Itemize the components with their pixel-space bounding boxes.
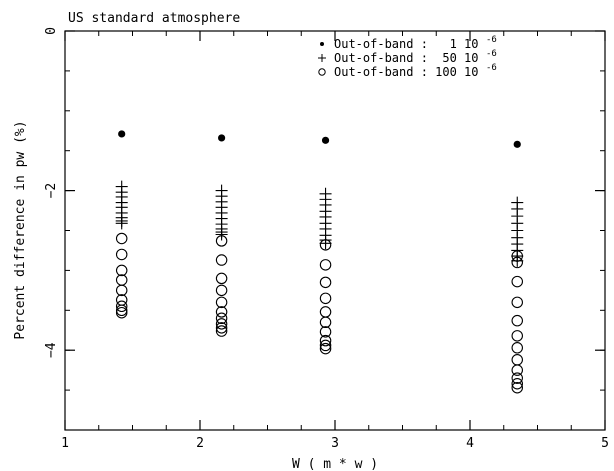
x-tick-label: 2 xyxy=(196,436,204,451)
data-point-circle xyxy=(115,300,128,313)
data-point-circle xyxy=(215,312,228,325)
data-point-circle xyxy=(319,239,332,251)
x-tick-label: 1 xyxy=(61,436,69,451)
data-point-circle xyxy=(215,325,228,337)
major-ticks xyxy=(64,30,606,430)
tick-labels: 1 2 3 4 5 0 −2 −4 xyxy=(44,27,609,451)
x-tick-label: 5 xyxy=(601,436,609,451)
data-point-circle xyxy=(319,334,332,347)
y-tick-label: −4 xyxy=(44,342,59,358)
legend: Out-of-band : 1 10 -6 Out-of-band : 50 10-… xyxy=(318,35,497,79)
data-point-dot xyxy=(513,140,521,148)
legend-plus-icon xyxy=(318,54,326,62)
data-point-circle xyxy=(115,274,128,286)
data-point-circle xyxy=(115,248,128,261)
legend-entry-exponent: -6 xyxy=(486,35,497,45)
y-tick-label: 0 xyxy=(44,27,59,35)
data-marks xyxy=(115,130,524,394)
data-point-circle xyxy=(511,314,523,327)
legend-entry-label: Out-of-band : 100 10 xyxy=(334,65,479,79)
data-point-plus xyxy=(215,228,228,241)
legend-entry-label: Out-of-band : 50 10 xyxy=(334,51,479,65)
data-point-circle xyxy=(511,296,523,309)
data-point-circle xyxy=(511,256,523,269)
data-point-circle xyxy=(511,377,523,390)
series-circle xyxy=(115,232,523,394)
data-point-circle xyxy=(215,284,228,297)
data-point-circle xyxy=(115,284,128,297)
data-point-circle xyxy=(215,296,228,309)
data-point-dot xyxy=(321,136,330,144)
data-point-circle xyxy=(115,306,128,319)
data-point-plus xyxy=(115,217,128,230)
data-point-circle xyxy=(215,318,228,330)
data-point-circle xyxy=(511,381,523,394)
data-point-dot xyxy=(218,134,226,142)
data-point-circle xyxy=(511,372,523,384)
data-point-circle xyxy=(215,322,228,334)
legend-dot-icon xyxy=(320,42,324,46)
data-point-circle xyxy=(319,342,332,355)
minor-ticks xyxy=(64,30,606,431)
data-point-circle xyxy=(215,306,228,318)
x-tick-label: 4 xyxy=(466,436,474,451)
y-tick-label: −2 xyxy=(44,183,59,199)
data-point-circle xyxy=(511,330,523,342)
data-point-circle xyxy=(215,254,228,266)
data-point-circle xyxy=(115,232,128,245)
data-point-circle xyxy=(215,235,228,247)
legend-entry-label: Out-of-band : 1 10 xyxy=(334,37,479,51)
series-dot xyxy=(118,130,521,148)
plot-frame xyxy=(64,30,606,431)
data-point-circle xyxy=(115,294,128,306)
data-point-circle xyxy=(511,342,523,354)
x-axis-label: W ( m * w ) xyxy=(292,457,378,471)
data-point-circle xyxy=(511,354,523,366)
legend-entry-exponent: -6 xyxy=(486,49,497,59)
data-point-circle xyxy=(511,275,523,288)
data-point-circle xyxy=(319,276,332,289)
data-point-circle xyxy=(319,316,332,329)
data-point-circle xyxy=(511,250,523,262)
series-plus xyxy=(115,180,524,267)
x-tick-label: 3 xyxy=(331,436,339,451)
data-point-circle xyxy=(319,292,332,305)
legend-entry-exponent: -6 xyxy=(486,63,497,73)
y-axis-label: Percent difference in pw (%) xyxy=(13,120,28,339)
data-point-dot xyxy=(118,130,126,138)
data-point-circle xyxy=(319,306,332,318)
data-point-circle xyxy=(319,326,332,338)
data-point-circle xyxy=(511,364,523,376)
data-point-circle xyxy=(319,339,332,352)
chart-annotation: US standard atmosphere xyxy=(68,11,240,26)
data-point-circle xyxy=(319,259,332,271)
data-point-circle xyxy=(215,272,228,285)
data-point-circle xyxy=(115,264,128,277)
legend-circle-icon xyxy=(318,68,326,76)
